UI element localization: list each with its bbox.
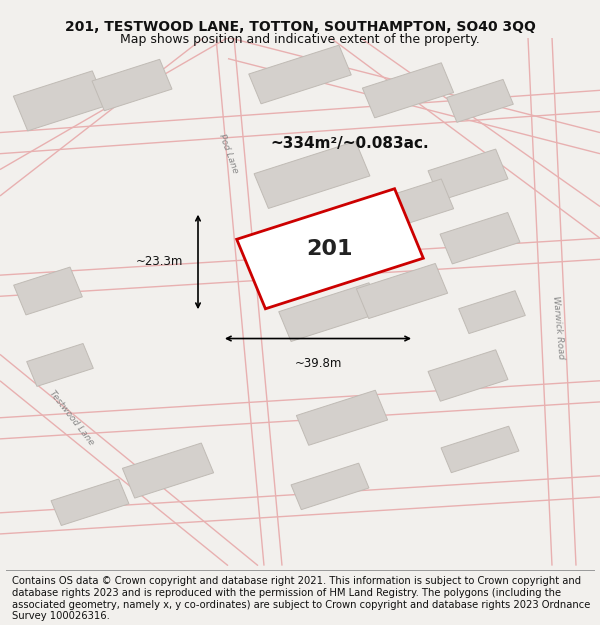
Text: Warwick Road: Warwick Road [551,296,565,360]
Polygon shape [26,344,94,386]
Polygon shape [356,264,448,319]
Text: 201: 201 [307,239,353,259]
Polygon shape [362,179,454,234]
Polygon shape [428,350,508,401]
Polygon shape [362,62,454,118]
Text: ~334m²/~0.083ac.: ~334m²/~0.083ac. [270,136,428,151]
Text: ~23.3m: ~23.3m [136,256,183,269]
Polygon shape [237,189,423,309]
Polygon shape [279,282,381,341]
Polygon shape [13,71,107,131]
Polygon shape [458,291,526,334]
Polygon shape [92,59,172,111]
Polygon shape [51,479,129,526]
Polygon shape [249,45,351,104]
Text: Map shows position and indicative extent of the property.: Map shows position and indicative extent… [120,32,480,46]
Polygon shape [14,267,82,315]
Polygon shape [440,213,520,264]
Polygon shape [428,149,508,201]
Polygon shape [441,426,519,472]
Polygon shape [296,390,388,445]
Text: ~39.8m: ~39.8m [295,357,341,370]
Polygon shape [122,443,214,498]
Text: Contains OS data © Crown copyright and database right 2021. This information is : Contains OS data © Crown copyright and d… [12,576,590,621]
Polygon shape [291,463,369,509]
Polygon shape [446,79,514,122]
Text: Testwood Lane: Testwood Lane [48,389,96,447]
Text: 201, TESTWOOD LANE, TOTTON, SOUTHAMPTON, SO40 3QQ: 201, TESTWOOD LANE, TOTTON, SOUTHAMPTON,… [65,20,535,34]
Text: Pod Lane: Pod Lane [217,132,239,174]
Polygon shape [254,141,370,209]
